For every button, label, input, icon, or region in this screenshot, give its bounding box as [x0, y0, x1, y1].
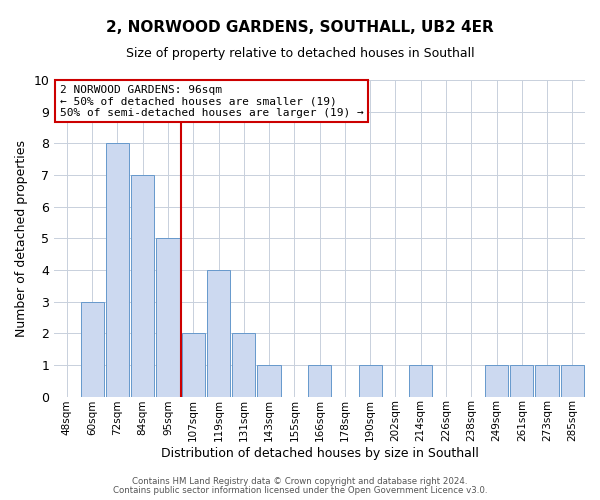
Y-axis label: Number of detached properties: Number of detached properties: [15, 140, 28, 337]
Text: Contains public sector information licensed under the Open Government Licence v3: Contains public sector information licen…: [113, 486, 487, 495]
X-axis label: Distribution of detached houses by size in Southall: Distribution of detached houses by size …: [161, 447, 479, 460]
Text: 2, NORWOOD GARDENS, SOUTHALL, UB2 4ER: 2, NORWOOD GARDENS, SOUTHALL, UB2 4ER: [106, 20, 494, 35]
Bar: [561, 365, 584, 396]
Bar: [157, 238, 179, 396]
Text: Size of property relative to detached houses in Southall: Size of property relative to detached ho…: [125, 48, 475, 60]
Bar: [207, 270, 230, 396]
Bar: [409, 365, 433, 396]
Bar: [131, 175, 154, 396]
Bar: [80, 302, 104, 396]
Bar: [485, 365, 508, 396]
Bar: [535, 365, 559, 396]
Text: 2 NORWOOD GARDENS: 96sqm
← 50% of detached houses are smaller (19)
50% of semi-d: 2 NORWOOD GARDENS: 96sqm ← 50% of detach…: [59, 84, 364, 118]
Bar: [257, 365, 281, 396]
Bar: [106, 144, 129, 396]
Text: Contains HM Land Registry data © Crown copyright and database right 2024.: Contains HM Land Registry data © Crown c…: [132, 477, 468, 486]
Bar: [182, 333, 205, 396]
Bar: [510, 365, 533, 396]
Bar: [359, 365, 382, 396]
Bar: [308, 365, 331, 396]
Bar: [232, 333, 256, 396]
